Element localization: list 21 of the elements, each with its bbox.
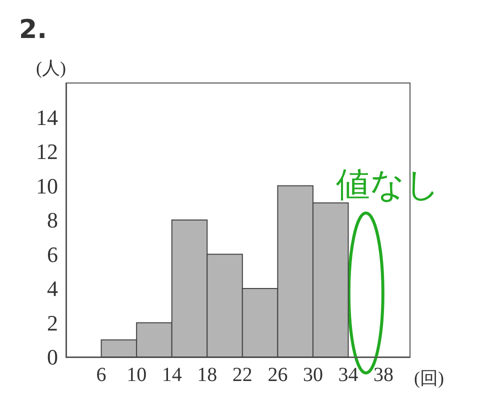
y-tick-label: 4 [47, 276, 58, 301]
chart-title: 2. [19, 15, 47, 45]
x-tick-label: 10 [126, 364, 147, 386]
x-axis-title: (回) [414, 368, 444, 388]
y-tick-label: 6 [47, 242, 58, 267]
annotation: 値なし [336, 166, 440, 204]
x-tick-label: 18 [197, 364, 218, 386]
y-axis-title: (人) [36, 58, 66, 78]
x-tick-label: 38 [374, 364, 394, 386]
x-tick-label: 34 [338, 364, 358, 386]
y-tick-label: 14 [36, 104, 58, 130]
y-tick-label: 10 [36, 173, 58, 198]
y-tick-label: 2 [47, 310, 58, 336]
y-tick-label: 12 [36, 139, 58, 164]
y-tick-label: 0 [47, 344, 58, 370]
x-tick-label: 30 [302, 364, 323, 386]
x-tick-label: 6 [96, 364, 106, 386]
x-tick-label: 14 [162, 364, 182, 386]
x-tick-label: 22 [232, 364, 252, 386]
y-tick-label: 8 [47, 208, 58, 232]
x-tick-label: 26 [268, 364, 288, 386]
